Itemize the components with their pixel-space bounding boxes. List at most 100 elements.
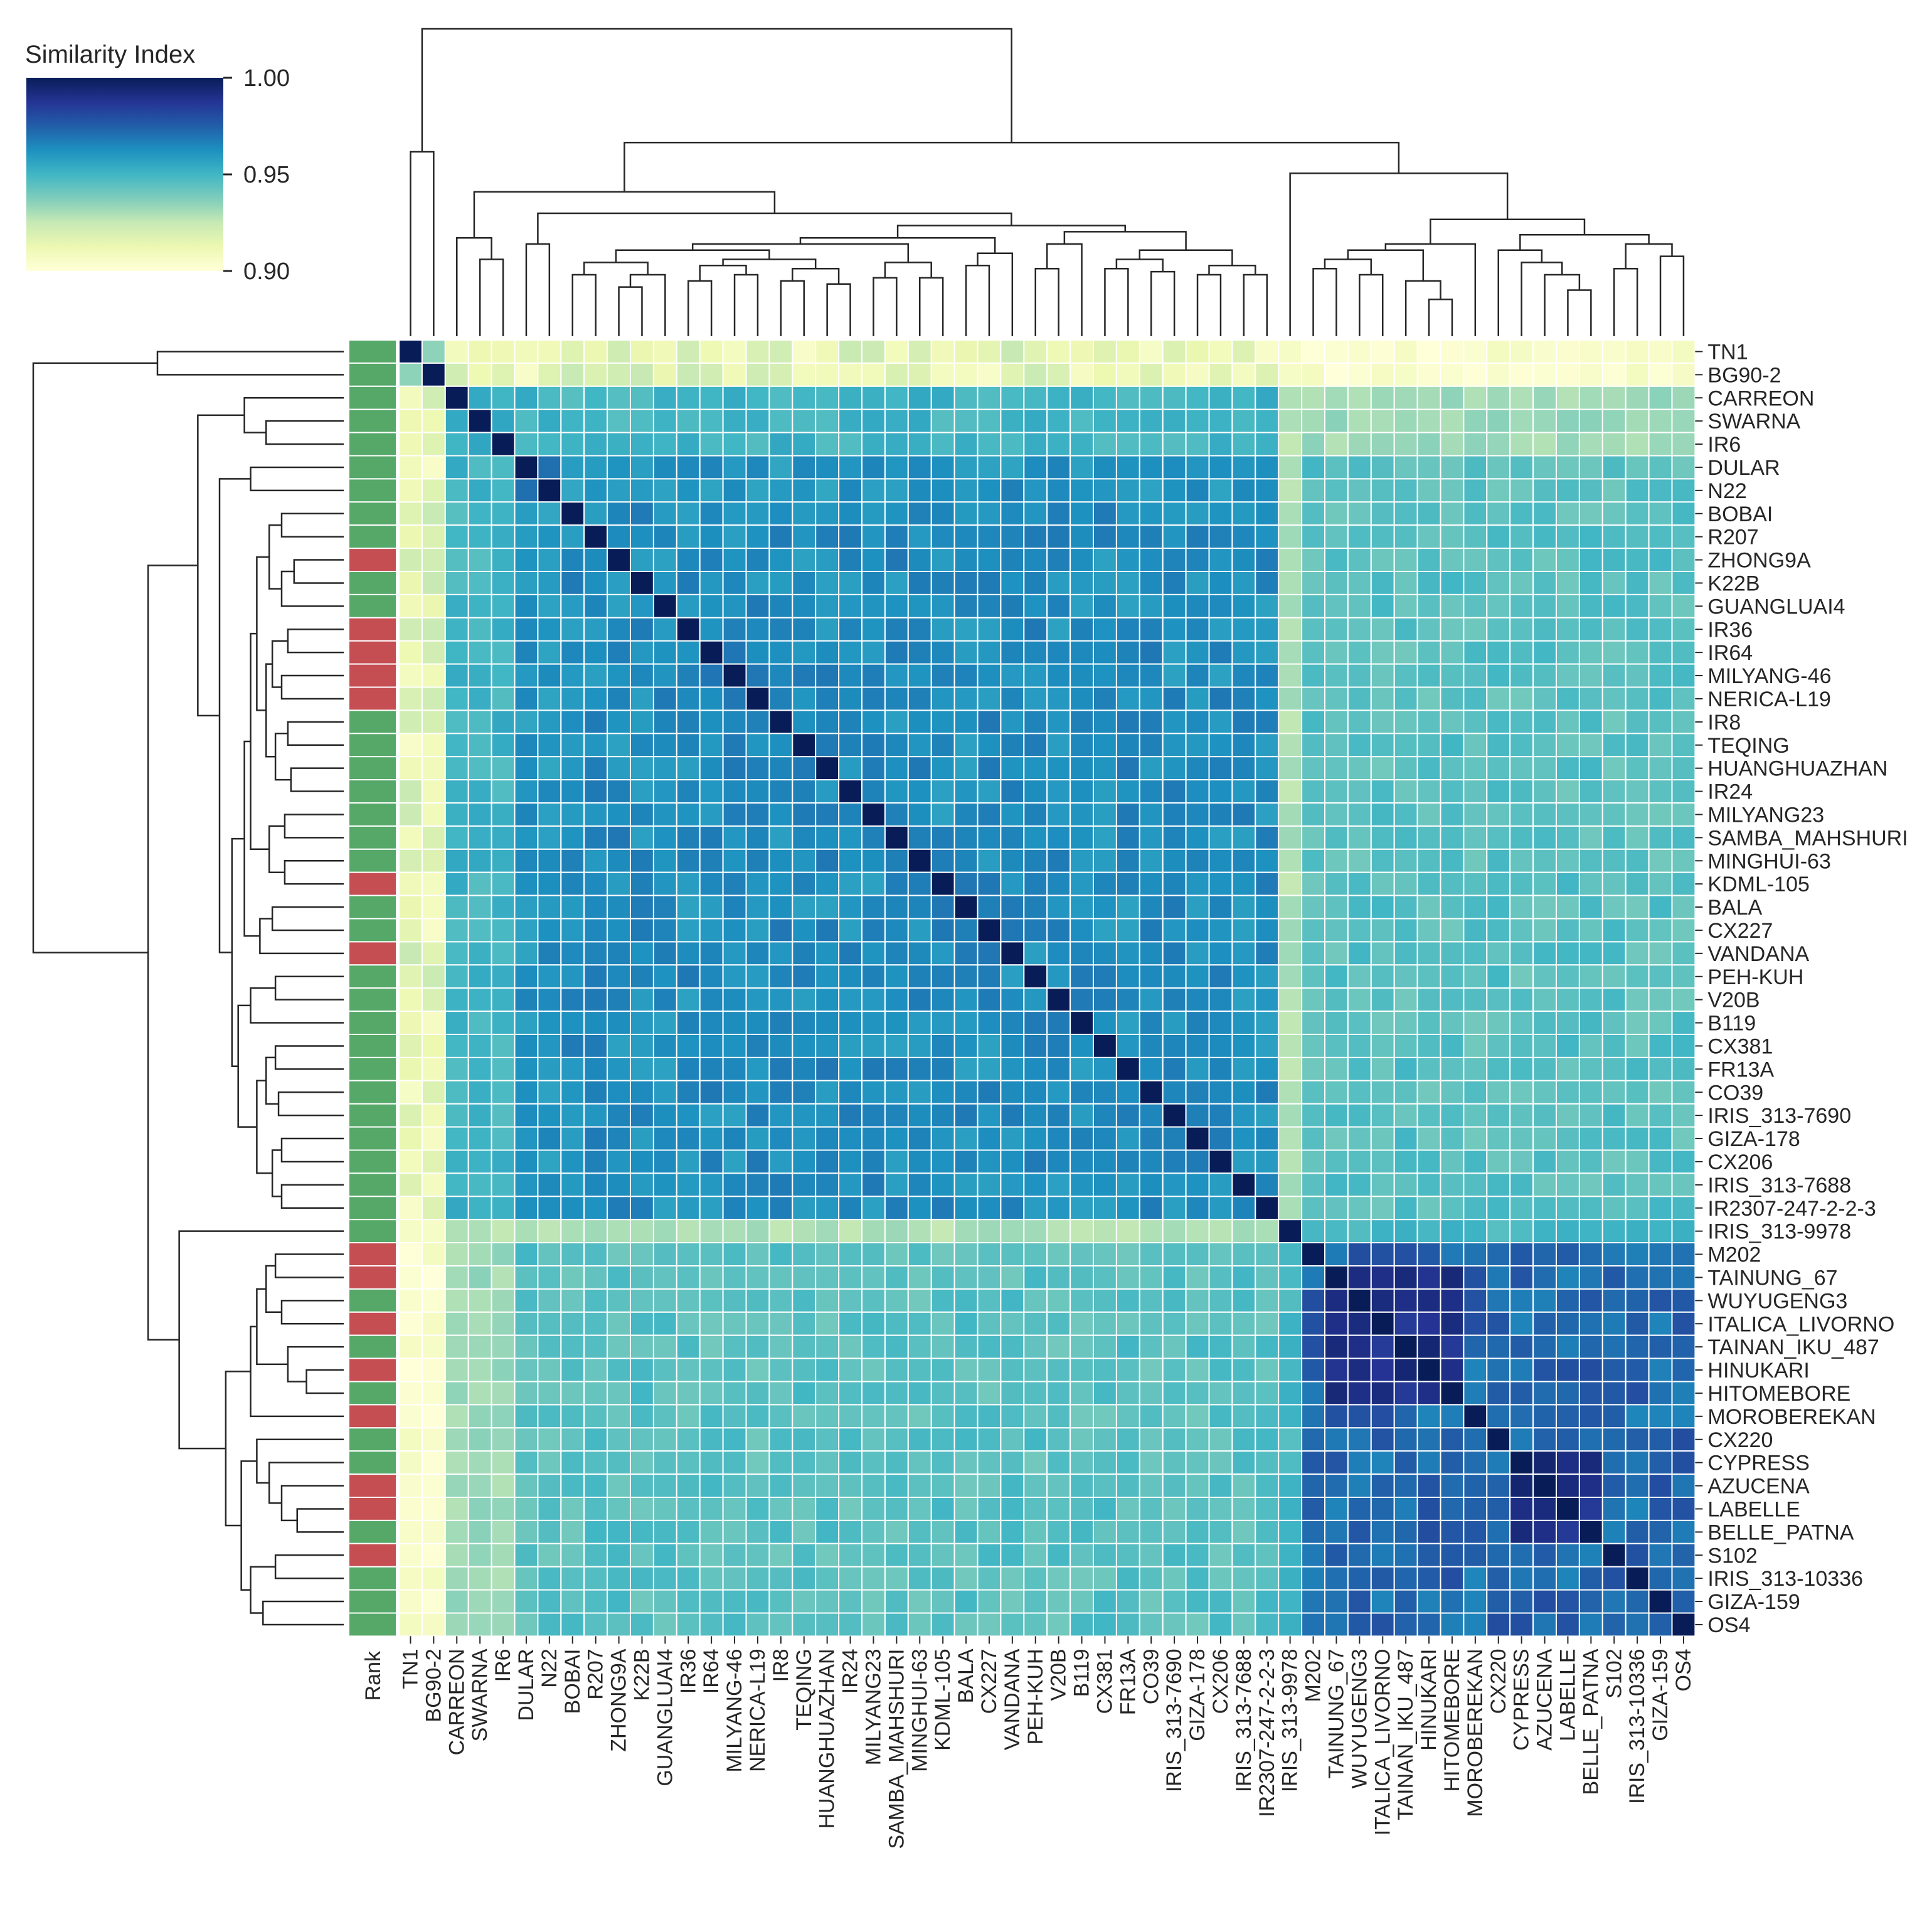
heatmap-cell: [699, 339, 724, 364]
heatmap-cell: [1255, 1612, 1280, 1637]
heatmap-cell: [1486, 1612, 1511, 1637]
heatmap-cell: [838, 1011, 863, 1035]
heatmap-cell: [1093, 779, 1117, 804]
left-dendrogram-link: [287, 1346, 344, 1383]
heatmap-cell: [1115, 825, 1140, 850]
heatmap-cell: [1162, 432, 1187, 457]
heatmap-cell: [815, 686, 840, 711]
heatmap-cell: [930, 362, 955, 387]
heatmap-cell: [1347, 385, 1372, 410]
heatmap-cell: [560, 1288, 585, 1313]
heatmap-cell: [398, 524, 423, 549]
heatmap-cell: [467, 733, 492, 758]
heatmap-cell: [953, 571, 979, 595]
heatmap-cell: [745, 987, 770, 1012]
heatmap-cell: [1440, 709, 1465, 735]
heatmap-cell: [560, 964, 585, 989]
heatmap-cell: [583, 1519, 608, 1544]
heatmap-cell: [467, 362, 492, 387]
heatmap-cell: [1393, 802, 1418, 827]
heatmap-cell: [1556, 1034, 1580, 1058]
heatmap-cell: [676, 408, 701, 433]
heatmap-cell: [1347, 1566, 1372, 1591]
heatmap-cell: [514, 432, 539, 457]
heatmap-cell: [583, 802, 608, 827]
heatmap-cell: [1255, 1242, 1280, 1266]
heatmap-cell: [1046, 848, 1071, 873]
heatmap-cell: [1138, 686, 1164, 711]
heatmap-cell: [1509, 1542, 1534, 1568]
column-label: IRIS_313-10336: [1625, 1648, 1649, 1804]
heatmap-cell: [1601, 1126, 1627, 1151]
heatmap-cell: [1416, 617, 1441, 642]
heatmap-cell: [676, 1612, 701, 1637]
heatmap-cell: [1440, 1311, 1465, 1336]
heatmap-cell: [977, 802, 1002, 827]
heatmap-cell: [1509, 1334, 1534, 1359]
heatmap-cell: [1625, 593, 1650, 618]
heatmap-cell: [907, 593, 932, 618]
heatmap-cell: [815, 1450, 840, 1475]
heatmap-cell: [1070, 825, 1094, 850]
heatmap-cell: [815, 1196, 840, 1221]
heatmap-cell: [421, 779, 446, 804]
heatmap-cell: [1000, 1126, 1025, 1151]
heatmap-cell: [977, 871, 1002, 896]
heatmap-cell: [699, 1612, 724, 1637]
heatmap-cell: [1625, 640, 1650, 665]
heatmap-cell: [1440, 871, 1465, 896]
heatmap-cell: [1162, 571, 1187, 595]
heatmap-cell: [676, 1473, 701, 1499]
heatmap-cell: [792, 1126, 817, 1151]
heatmap-cell: [421, 733, 446, 758]
heatmap-cell: [1393, 1612, 1418, 1637]
column-label: TEQING: [792, 1648, 816, 1730]
rank-cell-green: [348, 362, 397, 387]
heatmap-cell: [907, 1404, 932, 1429]
top-dendrogram-link: [1544, 273, 1581, 336]
heatmap-cell: [699, 987, 724, 1012]
left-dendrogram-link: [284, 860, 344, 885]
heatmap-cell: [444, 593, 469, 618]
heatmap-cell: [722, 1566, 747, 1591]
heatmap-cell: [514, 686, 539, 711]
heatmap-cell: [1301, 987, 1326, 1012]
heatmap-cell: [560, 617, 585, 642]
heatmap-cell: [815, 1219, 840, 1244]
heatmap-cell: [722, 339, 747, 364]
heatmap-cell: [884, 339, 909, 364]
heatmap-cell: [722, 548, 747, 572]
heatmap-cell: [1556, 1589, 1580, 1614]
heatmap-cell: [768, 894, 794, 920]
heatmap-cell: [1278, 385, 1303, 410]
heatmap-cell: [1185, 1196, 1210, 1221]
heatmap-cell: [1509, 339, 1534, 364]
heatmap-cell: [514, 455, 539, 480]
heatmap-cell: [607, 1612, 631, 1637]
heatmap-cell: [1648, 1519, 1673, 1544]
heatmap-cell: [1255, 1126, 1280, 1151]
heatmap-cell: [1115, 548, 1140, 572]
heatmap-cell: [514, 1404, 539, 1429]
heatmap-cell: [722, 987, 747, 1012]
heatmap-cell: [838, 1357, 863, 1383]
heatmap-cell: [1000, 756, 1025, 781]
heatmap-cell: [1671, 1357, 1696, 1383]
heatmap-cell: [1115, 964, 1140, 989]
heatmap-cell: [699, 524, 724, 549]
heatmap-cell: [1625, 1103, 1650, 1128]
heatmap-cell: [1601, 709, 1627, 735]
heatmap-cell: [1000, 1219, 1025, 1244]
heatmap-cell: [583, 1566, 608, 1591]
left-dendrogram-link: [280, 1137, 344, 1163]
heatmap-cell: [1208, 1473, 1233, 1499]
heatmap-cell: [1162, 408, 1187, 433]
heatmap-cell: [1509, 1288, 1534, 1313]
heatmap-cell: [1023, 871, 1048, 896]
heatmap-cell: [1301, 871, 1326, 896]
heatmap-cell: [1185, 779, 1210, 804]
heatmap-cell: [398, 1034, 423, 1058]
heatmap-cell: [1393, 756, 1418, 781]
heatmap-cell: [1440, 1149, 1465, 1174]
heatmap-cell: [1000, 1542, 1025, 1568]
